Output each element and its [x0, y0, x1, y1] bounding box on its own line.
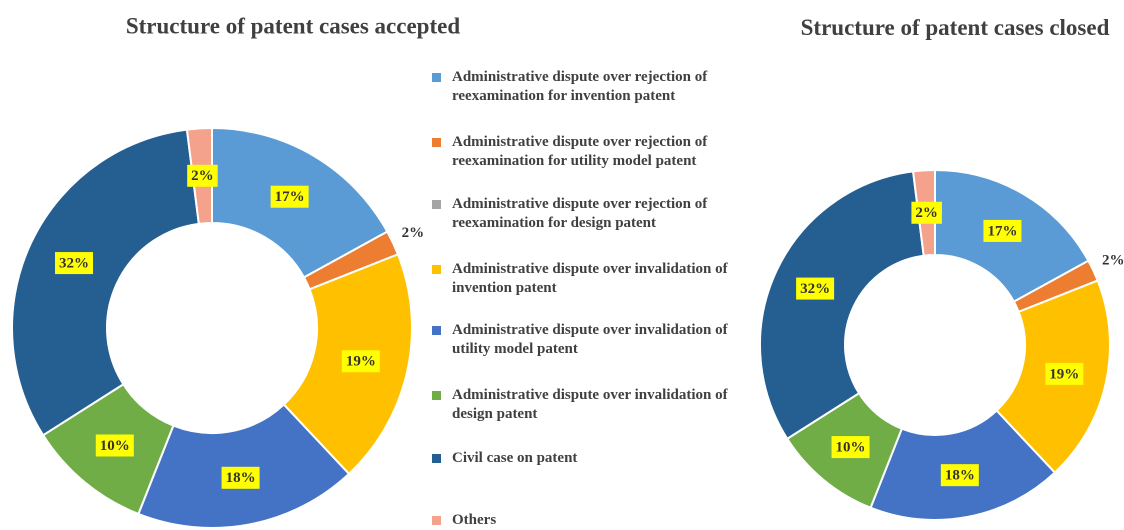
- data-label: 18%: [945, 468, 975, 484]
- data-label-bg: [1045, 362, 1084, 385]
- data-label: 18%: [226, 470, 256, 486]
- chart-title: Structure of patent cases closed: [800, 15, 1110, 40]
- legend-label: Administrative dispute over rejection of…: [452, 134, 708, 169]
- data-label: 2%: [191, 168, 214, 184]
- donut-slice: [759, 170, 925, 441]
- data-label: 32%: [59, 256, 89, 272]
- legend-swatch: [432, 516, 441, 525]
- data-label: 10%: [836, 440, 866, 456]
- legend-swatch: [432, 138, 441, 147]
- data-label-bg: [831, 436, 870, 459]
- legend-swatch: [432, 326, 441, 335]
- legend-swatch: [432, 391, 441, 400]
- legend-swatch: [432, 265, 441, 274]
- legend-swatch: [432, 454, 441, 463]
- data-label: 2%: [402, 225, 425, 241]
- legend-label: Administrative dispute over invalidation…: [452, 387, 728, 422]
- data-label: 2%: [1102, 253, 1124, 269]
- data-label-bg: [55, 252, 94, 275]
- legend-label: Administrative dispute over invalidation…: [452, 261, 728, 296]
- chart-title: Structure of patent cases accepted: [126, 13, 460, 38]
- data-label-bg: [270, 185, 309, 208]
- data-label-bg: [187, 164, 218, 187]
- data-label: 19%: [1049, 366, 1079, 382]
- data-label-bg: [796, 277, 835, 300]
- legend-swatch: [432, 73, 441, 82]
- legend-label: Administrative dispute over rejection of…: [452, 196, 708, 231]
- data-label-bg: [95, 434, 134, 457]
- data-label: 2%: [915, 205, 938, 221]
- legend-label: Others: [452, 512, 497, 528]
- data-label-bg: [911, 201, 942, 224]
- data-label-bg: [983, 219, 1022, 242]
- data-label: 32%: [800, 281, 830, 297]
- data-label-bg: [221, 466, 260, 489]
- legend-label: Civil case on patent: [452, 450, 578, 466]
- data-label: 17%: [275, 189, 305, 205]
- data-label-bg: [341, 350, 380, 373]
- data-label: 10%: [100, 438, 130, 454]
- data-label: 19%: [346, 354, 376, 370]
- data-label: 17%: [987, 223, 1017, 239]
- legend-swatch: [432, 200, 441, 209]
- legend-label: Administrative dispute over rejection of…: [452, 69, 708, 104]
- chart-title-box: Structure of patent cases closed: [800, 15, 1110, 40]
- donut-slice: [137, 403, 351, 528]
- legend-label: Administrative dispute over invalidation…: [452, 322, 728, 357]
- donut-slice: [11, 128, 200, 437]
- data-label-bg: [940, 464, 979, 487]
